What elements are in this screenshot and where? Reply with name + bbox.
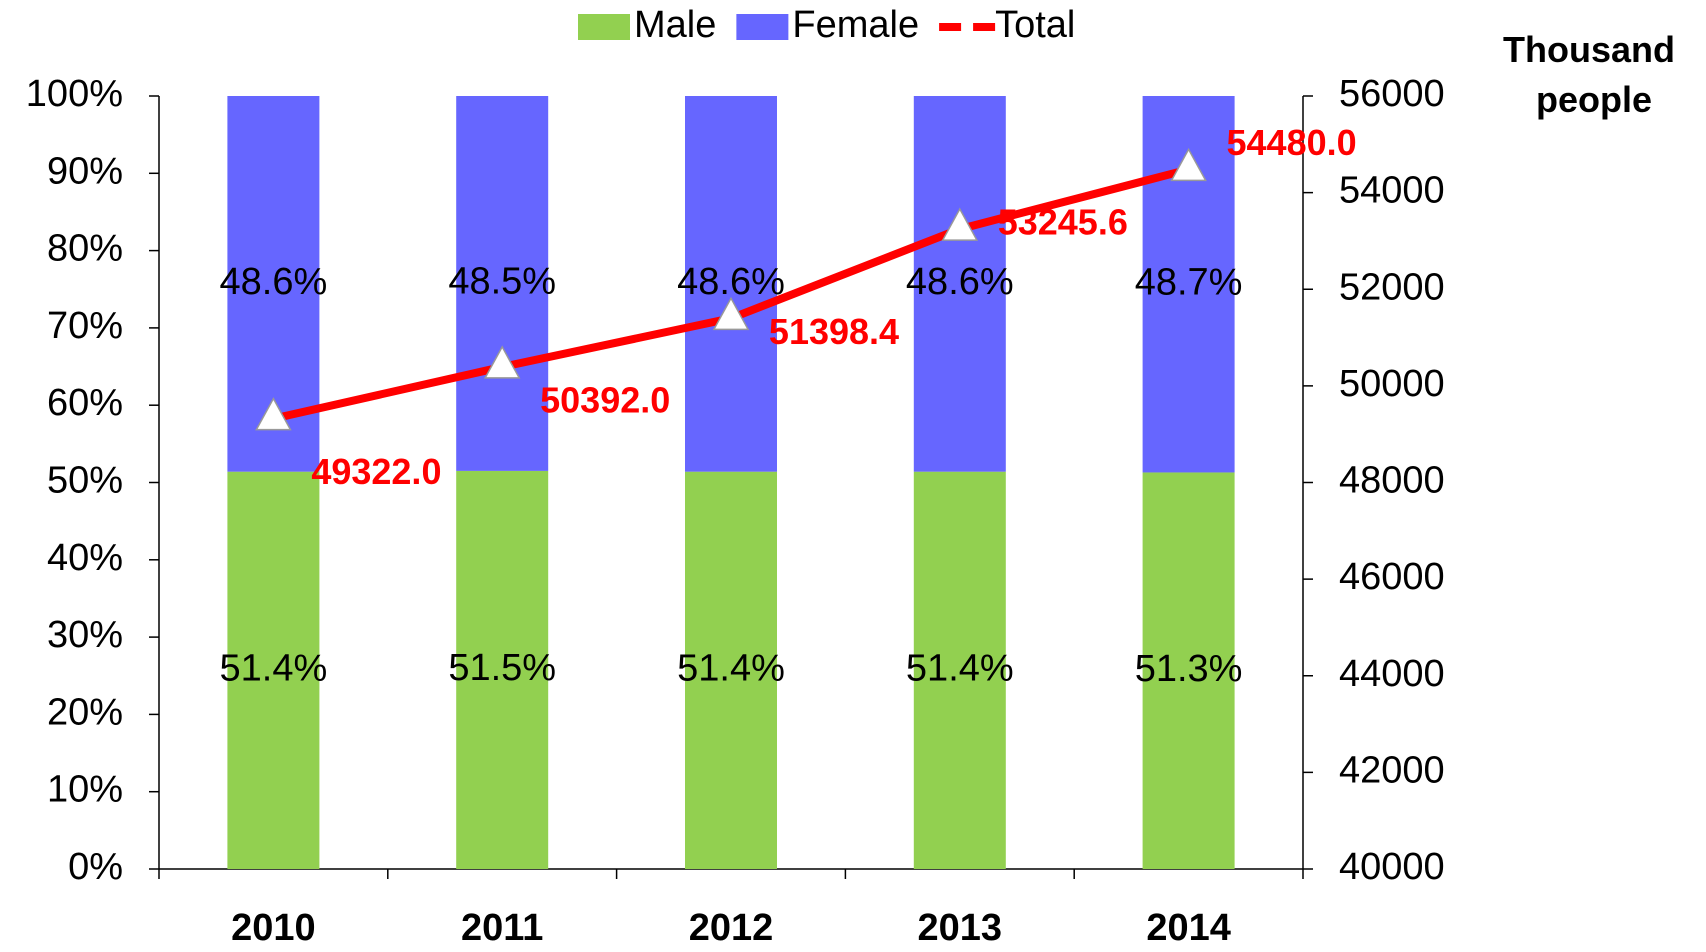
total-label: 53245.6 [998, 202, 1128, 243]
data-label: 48.6% [677, 261, 785, 303]
y2-tick-label: 48000 [1339, 460, 1445, 502]
marker [712, 296, 750, 331]
y2-tick-label: 56000 [1339, 73, 1445, 115]
total-label: 54480.0 [1227, 122, 1357, 163]
data-label: 48.6% [906, 261, 1014, 303]
data-label: 51.3% [1135, 648, 1243, 690]
bar [227, 471, 320, 869]
x-tick-label: 2013 [918, 907, 1003, 947]
legend-label: Male [634, 4, 716, 46]
bar [685, 96, 777, 472]
y-tick-label: 70% [47, 305, 123, 347]
y-tick-label: 60% [47, 382, 123, 424]
data-label: 51.4% [906, 647, 1014, 689]
data-label: 48.5% [448, 260, 556, 302]
marker [1170, 147, 1207, 182]
legend-swatch [736, 14, 789, 40]
y-tick-label: 40% [47, 537, 123, 579]
bar [913, 96, 1006, 472]
legend-label: Total [995, 4, 1075, 46]
y2-tick-label: 54000 [1339, 170, 1445, 212]
y2-tick-label: 42000 [1339, 749, 1445, 791]
x-tick-label: 2014 [1146, 907, 1231, 947]
bar [456, 470, 549, 869]
x-tick-label: 2011 [461, 907, 543, 947]
bar [913, 471, 1006, 869]
data-label: 48.7% [1135, 261, 1243, 303]
data-label: 48.6% [220, 261, 328, 303]
y2-tick-label: 50000 [1339, 363, 1445, 405]
x-tick-label: 2012 [689, 907, 774, 947]
total-label: 49322.0 [311, 451, 441, 492]
y-tick-label: 10% [47, 769, 123, 811]
marker [483, 345, 521, 379]
y2-axis-label: Thousand people [1503, 29, 1685, 120]
y2-tick-label: 46000 [1339, 556, 1445, 598]
total-label: 51398.4 [769, 311, 899, 352]
y2-axis-label-text: Thousand people [1503, 29, 1685, 120]
bar [456, 96, 549, 471]
legend-swatch [578, 14, 630, 40]
bar [1142, 472, 1235, 869]
y-tick-label: 50% [47, 460, 123, 502]
data-label: 51.5% [448, 647, 556, 689]
y2-axis-label-line: people [1536, 79, 1652, 120]
legend-label: Female [792, 4, 919, 46]
y-tick-label: 30% [47, 614, 123, 656]
y2-tick-label: 40000 [1339, 846, 1445, 888]
y-tick-label: 0% [68, 846, 123, 888]
data-label: 51.4% [220, 647, 328, 689]
marker [941, 207, 979, 241]
y2-axis-label-line: Thousand [1503, 29, 1685, 70]
y2-tick-label: 52000 [1339, 266, 1445, 308]
marker [255, 397, 292, 431]
total-label: 50392.0 [540, 379, 670, 420]
y2-tick-label: 44000 [1339, 653, 1445, 695]
y-tick-label: 20% [47, 691, 123, 733]
data-label: 51.4% [677, 647, 785, 689]
y-tick-label: 80% [47, 228, 123, 270]
bar [685, 471, 777, 869]
y-tick-label: 90% [47, 150, 123, 192]
x-tick-label: 2010 [231, 907, 316, 947]
y-tick-label: 100% [26, 73, 123, 115]
